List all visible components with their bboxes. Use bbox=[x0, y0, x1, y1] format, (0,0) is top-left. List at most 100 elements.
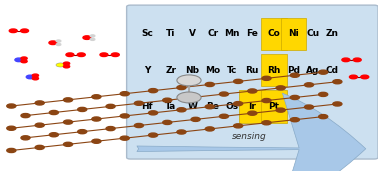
Circle shape bbox=[177, 92, 201, 103]
Text: sensing: sensing bbox=[232, 132, 267, 141]
Text: V: V bbox=[189, 29, 196, 38]
Text: Ag: Ag bbox=[306, 65, 319, 75]
Circle shape bbox=[177, 86, 186, 90]
Circle shape bbox=[149, 111, 158, 115]
Circle shape bbox=[304, 83, 313, 87]
Circle shape bbox=[49, 41, 57, 45]
Circle shape bbox=[248, 111, 257, 115]
Text: Ru: Ru bbox=[245, 65, 259, 75]
Text: Sc: Sc bbox=[141, 29, 153, 38]
Circle shape bbox=[49, 133, 58, 137]
Circle shape bbox=[191, 95, 200, 99]
Text: Ir: Ir bbox=[248, 102, 256, 111]
Circle shape bbox=[92, 95, 101, 99]
Circle shape bbox=[333, 80, 342, 84]
Text: Mo: Mo bbox=[205, 65, 220, 75]
Circle shape bbox=[290, 73, 299, 77]
Circle shape bbox=[304, 105, 313, 109]
Circle shape bbox=[290, 95, 299, 100]
Circle shape bbox=[205, 127, 214, 131]
Circle shape bbox=[319, 92, 328, 96]
Bar bbox=[261, 90, 287, 123]
Circle shape bbox=[342, 58, 350, 62]
Circle shape bbox=[219, 92, 228, 96]
Circle shape bbox=[234, 79, 243, 83]
Circle shape bbox=[248, 89, 257, 93]
Circle shape bbox=[49, 110, 58, 115]
Bar bbox=[239, 90, 265, 123]
Circle shape bbox=[100, 53, 108, 56]
Circle shape bbox=[191, 117, 200, 121]
Circle shape bbox=[149, 133, 158, 137]
Circle shape bbox=[26, 75, 34, 79]
Text: Co: Co bbox=[267, 29, 280, 38]
Circle shape bbox=[120, 136, 129, 140]
Circle shape bbox=[64, 62, 70, 65]
Text: Ta: Ta bbox=[165, 102, 176, 111]
Text: Mn: Mn bbox=[225, 29, 240, 38]
Circle shape bbox=[262, 121, 271, 125]
Text: Nb: Nb bbox=[186, 65, 200, 75]
Circle shape bbox=[64, 142, 73, 146]
Circle shape bbox=[20, 29, 29, 33]
Circle shape bbox=[262, 98, 271, 103]
Circle shape bbox=[349, 75, 357, 79]
Circle shape bbox=[21, 136, 30, 140]
Circle shape bbox=[134, 101, 143, 105]
Text: Re: Re bbox=[206, 102, 219, 111]
Circle shape bbox=[134, 123, 143, 128]
Text: Cd: Cd bbox=[326, 65, 339, 75]
FancyArrowPatch shape bbox=[137, 93, 366, 171]
Circle shape bbox=[290, 118, 299, 122]
Circle shape bbox=[21, 60, 27, 63]
Circle shape bbox=[319, 70, 328, 74]
Circle shape bbox=[35, 123, 44, 127]
Circle shape bbox=[77, 53, 85, 56]
Text: Ti: Ti bbox=[166, 29, 175, 38]
Circle shape bbox=[64, 120, 73, 124]
Circle shape bbox=[90, 35, 95, 37]
Circle shape bbox=[56, 40, 61, 42]
Circle shape bbox=[353, 58, 361, 62]
Circle shape bbox=[219, 114, 228, 118]
Circle shape bbox=[106, 104, 115, 108]
Text: Zn: Zn bbox=[326, 29, 339, 38]
Circle shape bbox=[92, 139, 101, 143]
Text: Hf: Hf bbox=[141, 102, 153, 111]
Bar bbox=[261, 17, 287, 50]
Circle shape bbox=[32, 74, 39, 77]
Circle shape bbox=[83, 36, 91, 40]
Circle shape bbox=[333, 102, 342, 106]
Circle shape bbox=[78, 130, 87, 134]
Circle shape bbox=[92, 117, 101, 121]
Circle shape bbox=[78, 107, 87, 111]
Text: Os: Os bbox=[226, 102, 239, 111]
Bar bbox=[280, 17, 306, 50]
Circle shape bbox=[21, 114, 30, 118]
Circle shape bbox=[56, 43, 61, 45]
Text: Fe: Fe bbox=[246, 29, 258, 38]
Circle shape bbox=[7, 104, 16, 108]
Circle shape bbox=[64, 65, 70, 68]
Text: Au: Au bbox=[287, 102, 300, 111]
Text: Y: Y bbox=[144, 65, 150, 75]
Circle shape bbox=[234, 102, 243, 106]
Circle shape bbox=[7, 148, 16, 153]
Circle shape bbox=[163, 98, 172, 102]
Circle shape bbox=[163, 120, 172, 124]
Text: Tc: Tc bbox=[227, 65, 237, 75]
Circle shape bbox=[66, 53, 74, 56]
Circle shape bbox=[32, 77, 39, 80]
Circle shape bbox=[205, 82, 214, 87]
Circle shape bbox=[177, 75, 201, 86]
Text: Rh: Rh bbox=[267, 65, 280, 75]
Circle shape bbox=[205, 105, 214, 109]
Circle shape bbox=[319, 115, 328, 119]
Circle shape bbox=[111, 53, 119, 56]
Text: Cu: Cu bbox=[306, 29, 319, 38]
Circle shape bbox=[149, 89, 158, 93]
Circle shape bbox=[7, 126, 16, 130]
Text: Pd: Pd bbox=[287, 65, 300, 75]
FancyBboxPatch shape bbox=[127, 5, 378, 159]
Circle shape bbox=[90, 38, 95, 40]
